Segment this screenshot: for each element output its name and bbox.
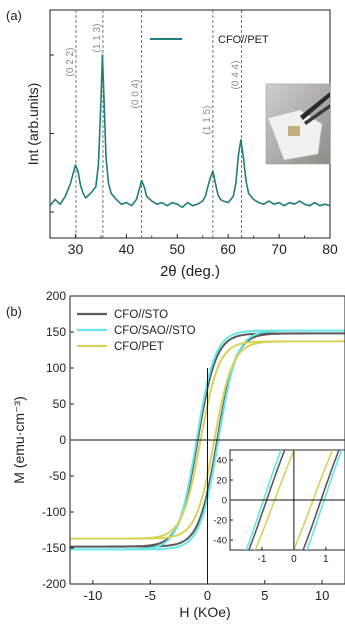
panel-label-a: (a) (6, 8, 22, 23)
inset-x-tick-label: 0 (291, 554, 297, 565)
y-tick-label: -200 (42, 577, 66, 591)
y-tick-label: -150 (42, 541, 66, 555)
x-tick-label: 80 (322, 241, 338, 257)
inset-hysteresis: -1 0 1 -40 -20 0 20 40 (213, 449, 345, 565)
x-tick-label: -10 (84, 588, 103, 603)
y-axis-ticks-b: -200 -150 -100 -50 0 50 100 150 200 (42, 289, 74, 591)
xrd-series (50, 54, 330, 209)
x-tick-label: 30 (68, 241, 84, 257)
panel-a: (a) (0 2 2)(1 1 3)(0 0 4)(1 1 5)(0 4 4) … (6, 8, 338, 280)
legend-label: CFO/PET (114, 341, 164, 353)
peak-markers: (0 2 2) (1 1 3) (0 0 4) (1 1 5) (0 4 4) (65, 10, 242, 238)
x-tick-label: -5 (144, 588, 156, 603)
x-axis-label-a: 2θ (deg.) (160, 263, 220, 280)
y-tick-label: 200 (46, 289, 66, 303)
x-tick-label: 70 (271, 241, 287, 257)
peak-label: (1 1 5) (202, 106, 213, 135)
y-tick-label: 50 (53, 397, 67, 411)
peak-label: (0 2 2) (65, 48, 76, 77)
inset-y-tick-label: 40 (216, 456, 227, 467)
x-tick-label: 5 (261, 588, 268, 603)
inset-x-tick-label: 1 (323, 554, 329, 565)
inset-loop-cfo-sto (247, 450, 340, 550)
series-loop-cfo-pet (70, 340, 345, 540)
hysteresis-series (70, 329, 345, 551)
legend-label-cfo-pet: CFO//PET (218, 34, 269, 46)
series-loop-cfo-sto (70, 332, 345, 548)
panel-label-b: (b) (6, 304, 22, 319)
x-axis-ticks-b: -10 -5 0 5 10 (84, 580, 329, 603)
inset-y-tick-label: 0 (222, 496, 227, 507)
inset-loop-cfo-pet (254, 450, 334, 550)
legend-label: CFO//STO (114, 309, 168, 321)
inset-loop-cfo-sao-sto (245, 450, 343, 550)
inset-series (245, 450, 343, 550)
inset-x-ticks: -1 0 1 (257, 547, 329, 565)
series-loop-cfo-sao-sto (70, 329, 345, 551)
x-tick-label: 60 (220, 241, 236, 257)
x-tick-label: 10 (315, 588, 329, 603)
peak-label: (0 0 4) (131, 80, 142, 109)
y-tick-label: 0 (59, 433, 66, 447)
inset-y-ticks: -40 -20 0 20 40 (213, 456, 233, 547)
y-tick-label: 150 (46, 325, 66, 339)
peak-label: (0 4 4) (230, 61, 241, 90)
inset-photo (265, 83, 331, 165)
inset-y-tick-label: -20 (213, 516, 227, 527)
peak-label: (1 1 3) (92, 24, 103, 53)
legend-label: CFO/SAO//STO (114, 325, 196, 337)
legend-a: CFO//PET (150, 34, 269, 46)
legend-b: CFO//STO CFO/SAO//STO CFO/PET (77, 309, 196, 353)
panel-b: (b) -10 -5 0 5 10 -200-150-100-5005010015020… (6, 289, 345, 620)
x-axis-label-b: H (KOe) (179, 604, 230, 620)
y-axis-label-b: M (emu·cm⁻³) (11, 396, 27, 484)
y-axis-label-a: Int (arb.units) (25, 83, 41, 165)
x-tick-label: 40 (119, 241, 135, 257)
y-tick-label: 100 (46, 361, 66, 375)
y-tick-label: -100 (42, 505, 66, 519)
y-axis-ticks-a (50, 54, 54, 213)
inset-y-tick-label: 20 (216, 476, 227, 487)
x-tick-label: 50 (169, 241, 185, 257)
inset-x-tick-label: -1 (257, 554, 266, 565)
inset-y-tick-label: -40 (213, 536, 227, 547)
x-axis-ticks-a: 30 40 50 60 70 80 (49, 234, 338, 257)
series-line-cfo-pet (50, 54, 330, 209)
y-tick-label: -50 (49, 469, 67, 483)
x-tick-label: 0 (204, 588, 211, 603)
